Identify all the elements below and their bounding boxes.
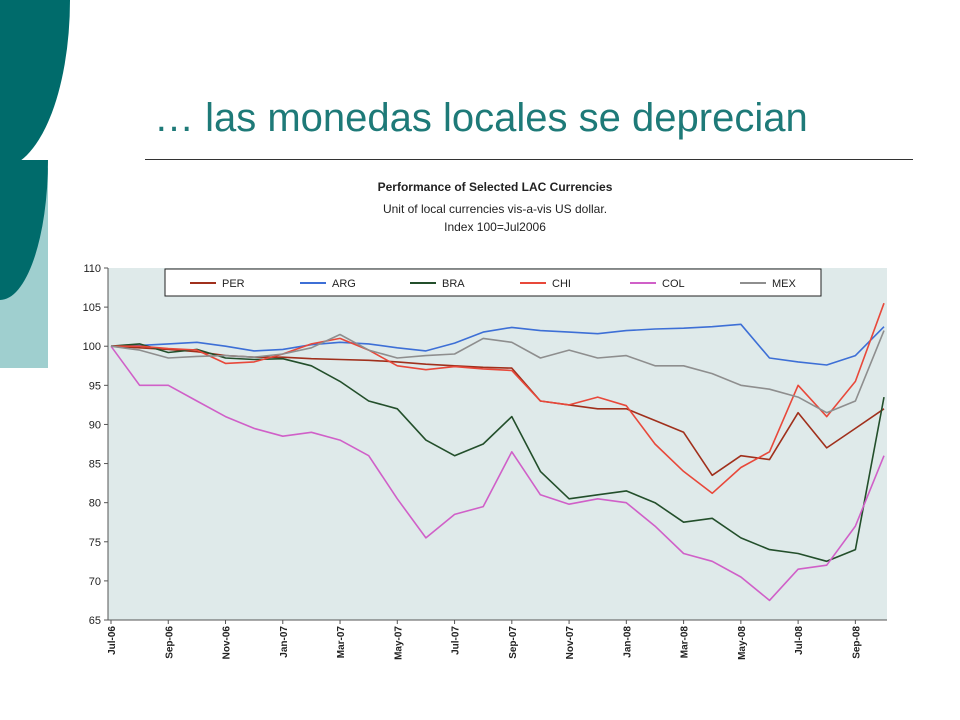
legend: PER ARG BRA CHI COL MEX <box>164 268 822 297</box>
y-tick-label: 110 <box>83 263 101 275</box>
chart-title: Performance of Selected LAC Currencies <box>378 180 613 194</box>
x-tick-label: Jan-07 <box>279 626 290 658</box>
x-tick-label: Nov-06 <box>222 626 233 660</box>
chart-subtitle-line-2: Index 100=Jul2006 <box>444 220 546 234</box>
y-tick-label: 65 <box>89 615 101 627</box>
y-tick-label: 105 <box>83 302 101 314</box>
x-tick-label: Jul-07 <box>451 626 462 655</box>
y-tick-label: 75 <box>89 537 101 549</box>
x-tick-label: May-07 <box>393 626 404 660</box>
series-line-mex <box>110 330 885 414</box>
x-tick-label: Jul-06 <box>107 626 118 655</box>
x-tick-label: Mar-08 <box>680 626 691 659</box>
series-line-col <box>110 345 885 602</box>
x-tick-label: Sep-08 <box>851 626 862 659</box>
x-tick-label: Sep-07 <box>508 626 519 659</box>
legend-label-arg: ARG <box>332 278 356 290</box>
series-line-chi <box>111 302 885 495</box>
series-line-arg <box>110 323 885 366</box>
legend-box <box>164 268 822 297</box>
y-tick-label: 85 <box>89 459 101 471</box>
legend-label-col: COL <box>662 278 685 290</box>
chart-subtitle-line-1: Unit of local currencies vis-a-vis US do… <box>383 202 607 216</box>
x-tick-label: Mar-07 <box>336 626 347 659</box>
legend-label-mex: MEX <box>772 278 797 290</box>
y-tick-label: 95 <box>89 380 101 392</box>
x-tick-label: Nov-07 <box>565 626 576 660</box>
x-tick-label: Jan-08 <box>622 626 633 658</box>
legend-label-per: PER <box>222 278 245 290</box>
y-tick-label: 70 <box>89 576 101 588</box>
x-tick-label: May-08 <box>737 626 748 660</box>
x-tick-label: Sep-06 <box>164 626 175 659</box>
legend-label-bra: BRA <box>442 278 465 290</box>
plot-area <box>108 268 887 620</box>
y-tick-label: 80 <box>89 498 101 510</box>
slide-title: … las monedas locales se deprecian <box>154 96 808 140</box>
legend-label-chi: CHI <box>552 278 571 290</box>
y-tick-group: 110 105 100 95 90 85 80 75 70 65 <box>83 263 108 627</box>
x-tick-label: Jul-08 <box>794 626 805 655</box>
x-tick-group: Jul-06 Sep-06 Nov-06 Jan-07 Mar-07 May-07 Jul-… <box>107 620 862 660</box>
series-line-bra <box>110 343 885 563</box>
title-divider <box>145 159 913 160</box>
y-tick-label: 90 <box>89 419 101 431</box>
y-tick-label: 100 <box>83 341 101 353</box>
series-group <box>110 302 885 602</box>
